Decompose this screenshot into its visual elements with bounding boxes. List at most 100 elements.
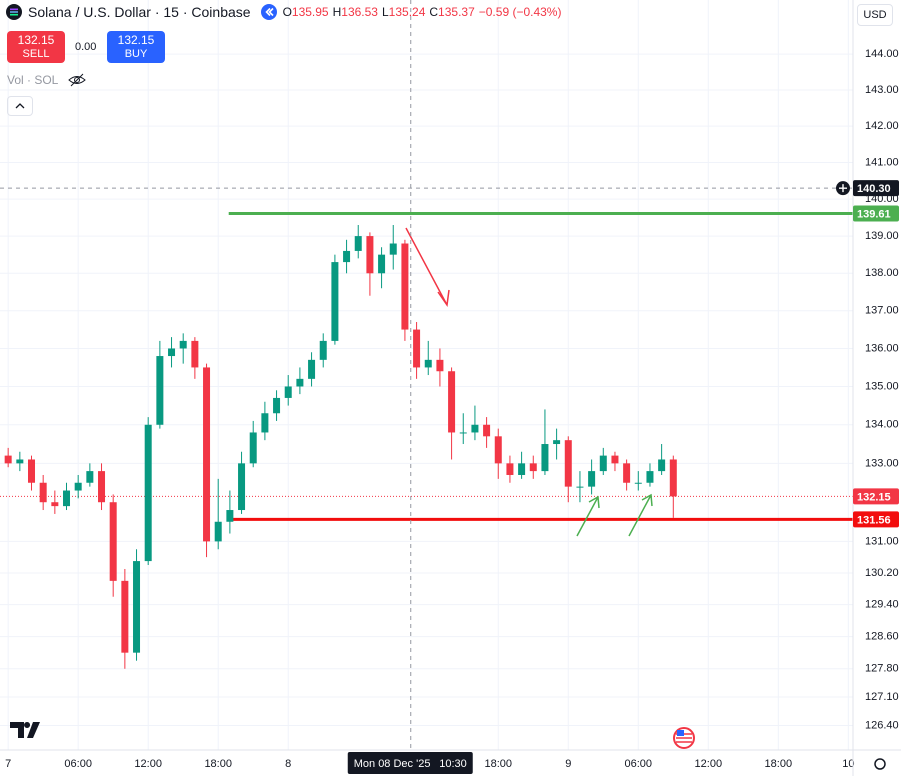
candle-body (576, 486, 584, 488)
y-tick-label: 143.00 (865, 84, 899, 96)
y-tick-label: 129.40 (865, 599, 899, 611)
crosshair-time-bg (347, 752, 473, 774)
y-tick-label: 127.80 (865, 663, 899, 675)
x-tick-label: 8 (285, 758, 291, 770)
y-tick-label: 130.20 (865, 567, 899, 579)
candle-body (424, 359, 432, 368)
ohlc-item: C135.37 (429, 5, 474, 19)
y-tick-label: 137.00 (865, 305, 899, 317)
crosshair-time: 10:30 (439, 758, 467, 770)
candle-body (179, 340, 187, 349)
x-tick-label: 18:00 (765, 758, 793, 770)
candle-body (319, 340, 327, 360)
y-tick-label: 126.40 (865, 719, 899, 731)
x-tick-label: 06:00 (625, 758, 653, 770)
header: Solana / U.S. Dollar · 15 · Coinbase O13… (6, 4, 561, 20)
x-tick-label: 10 (842, 758, 854, 770)
candle-body (296, 378, 304, 387)
y-tick-label: 133.00 (865, 457, 899, 469)
ohlc-item: O135.95 (283, 5, 329, 19)
tv-logo (10, 722, 40, 738)
ohlc-key: H (332, 5, 342, 19)
add-alert-button[interactable] (836, 181, 850, 196)
x-tick-label: 06:00 (64, 758, 92, 770)
ohlc-value: 135.95 (291, 5, 329, 19)
candle-body (284, 386, 292, 398)
ohlc-value: 135.37 (438, 5, 475, 19)
candle-body (646, 471, 654, 483)
chevron (15, 103, 25, 109)
candle-body (109, 502, 117, 581)
volume-row: Vol · SOL (7, 73, 87, 87)
y-tick-label: 136.00 (865, 342, 899, 354)
y-tick-label: 131.00 (865, 535, 899, 547)
candle-body (634, 482, 642, 484)
crosshair-price-badge-bg (853, 180, 899, 197)
sell-label: SELL (22, 48, 50, 60)
ohlc-key: L (381, 5, 389, 19)
last-price-badge-bg (853, 488, 899, 505)
candle-body (191, 340, 199, 368)
ohlc-value: 135.24 (388, 5, 426, 19)
candle-body (261, 413, 269, 433)
crosshair-date: Mon 08 Dec '25 (354, 758, 431, 770)
y-tick-label: 144.00 (865, 48, 899, 60)
last-price-badge: 132.15 (857, 491, 891, 503)
candle-body (86, 471, 94, 483)
candle-body (611, 455, 619, 464)
y-tick-label: 127.10 (865, 691, 899, 703)
ohlc-key: C (429, 5, 439, 19)
candle-body (249, 432, 257, 464)
candle-body (63, 490, 71, 507)
candle-body (599, 455, 607, 472)
candle-body (413, 329, 421, 368)
candle-body (331, 262, 339, 341)
flag-canton (677, 730, 684, 736)
currency-button[interactable]: USD (857, 4, 893, 26)
candle-body (494, 436, 502, 464)
y-tick-label: 135.00 (865, 380, 899, 392)
candle-body (448, 371, 456, 433)
candle-body (16, 459, 24, 464)
change: −0.59 (−0.43%) (478, 5, 562, 19)
x-tick-label: 9 (565, 758, 571, 770)
candle-body (156, 356, 164, 425)
y-tick-label: 134.00 (865, 419, 899, 431)
candle-body (121, 580, 129, 653)
x-tick-label: 7 (5, 758, 11, 770)
buy-price: 132.15 (117, 33, 155, 47)
sell-button[interactable]: 132.15 SELL (7, 31, 65, 63)
candle-body (669, 459, 677, 497)
candle-body (623, 463, 631, 483)
hide-icon[interactable] (68, 73, 87, 87)
level-badge-bg (853, 511, 899, 528)
candle-body (308, 359, 316, 379)
annotation-arrow (405, 227, 450, 308)
candle-body (4, 455, 12, 464)
candle-body (564, 440, 572, 487)
candle-body (98, 471, 106, 503)
collapse-button[interactable] (260, 4, 277, 20)
settings-button[interactable] (874, 758, 886, 770)
candle-body (389, 243, 397, 255)
buy-label: BUY (124, 48, 148, 60)
candle-body (588, 471, 596, 487)
candle-body (529, 463, 537, 472)
x-tick-label: 12:00 (695, 758, 723, 770)
symbol-title: Solana / U.S. Dollar · 15 · Coinbase (28, 4, 251, 20)
candle-body (238, 463, 246, 511)
candle-body (354, 236, 362, 251)
ohlc-legend: O135.95 H136.53 L135.24 C135.37 −0.59 (−0.43… (283, 5, 562, 19)
level-badge-bg (853, 205, 899, 222)
candle-body (471, 424, 479, 433)
x-tick-label: 18:00 (204, 758, 232, 770)
candle-body (541, 444, 549, 472)
y-tick-label: 139.00 (865, 230, 899, 242)
buy-button[interactable]: 132.15 BUY (107, 31, 165, 63)
ohlc-key: O (282, 5, 292, 19)
x-tick-label: 12:00 (134, 758, 162, 770)
collapse-indicators[interactable] (7, 96, 33, 116)
candle-body (203, 367, 211, 542)
